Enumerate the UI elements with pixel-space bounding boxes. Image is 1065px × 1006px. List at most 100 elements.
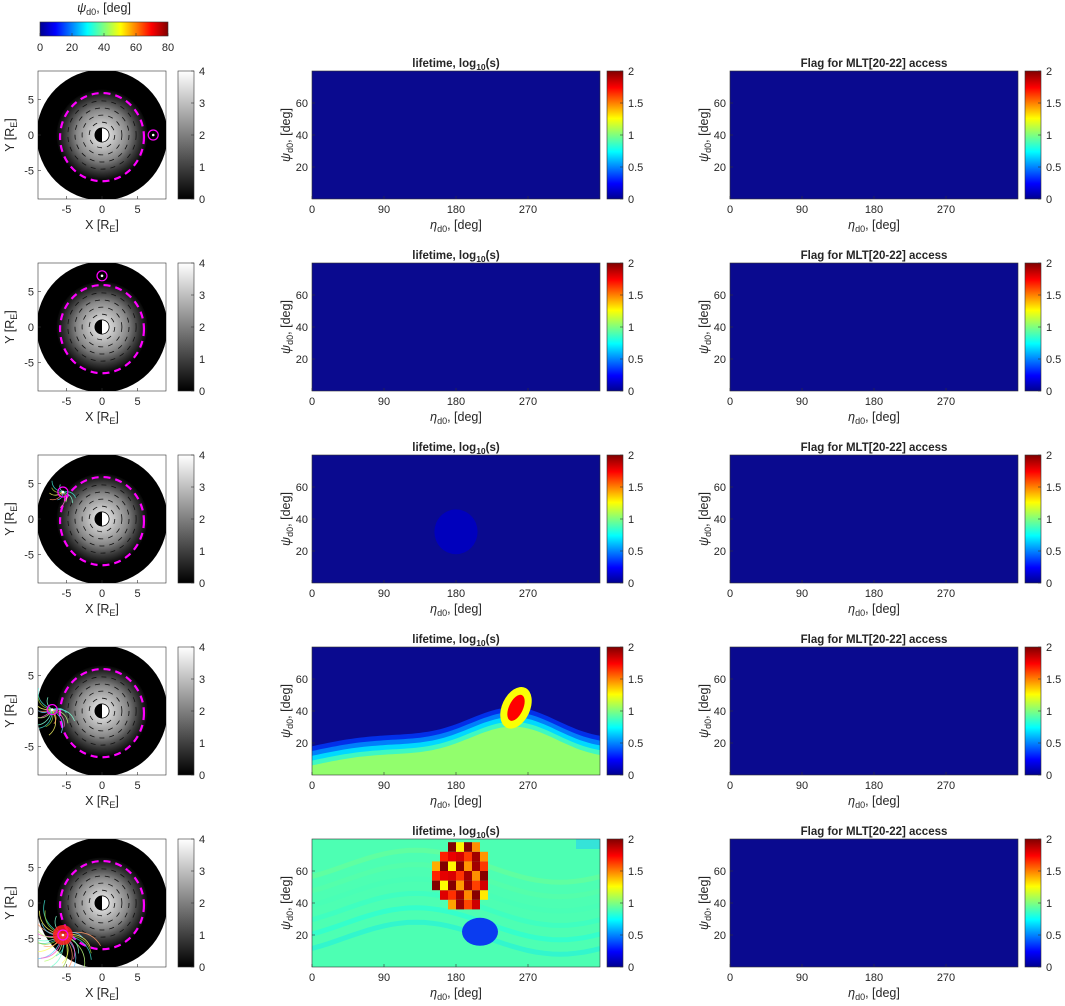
earth-night-side bbox=[94, 703, 102, 719]
contour bbox=[88, 889, 116, 917]
trajectory bbox=[38, 709, 53, 729]
x-tick-label: 90 bbox=[378, 780, 390, 792]
x-tick-label: -5 bbox=[62, 396, 72, 408]
heatmap-cell bbox=[472, 842, 480, 852]
colorbar-tick-label: 0 bbox=[628, 770, 634, 782]
heatmap-cell bbox=[456, 880, 464, 891]
x-axis-label: X [RE] bbox=[85, 986, 119, 1002]
colorbar-tick-label: 0.5 bbox=[628, 354, 643, 366]
y-tick-label: 40 bbox=[296, 706, 308, 718]
colorbar-tick-label: 3 bbox=[199, 674, 205, 686]
contour bbox=[81, 882, 123, 924]
top-colorbar-tick-label: 80 bbox=[162, 42, 174, 54]
x-axis-label: ηd0, [deg] bbox=[848, 794, 900, 810]
y-tick-label: 5 bbox=[28, 478, 34, 490]
x-tick-label: 270 bbox=[519, 204, 537, 216]
y-tick-label: 20 bbox=[714, 930, 726, 942]
y-axis-label: ψd0, [deg] bbox=[697, 300, 713, 354]
heatmap-cell bbox=[472, 861, 480, 871]
launch-marker bbox=[57, 486, 69, 498]
y-tick-label: 0 bbox=[28, 898, 34, 910]
heatmap-background bbox=[730, 647, 1018, 775]
flag-colorbar: 0 0.5 1 1.5 2 bbox=[1024, 834, 1061, 974]
heatmap-cell bbox=[480, 890, 488, 900]
colorbar-tick-label: 4 bbox=[199, 66, 205, 78]
y-axis-label: ψd0, [deg] bbox=[279, 876, 295, 930]
panel-row-4: -5 0 5 5 0 -5 X [RE] Y [RE] 0 1 2 3 4 lifetime, log10… bbox=[3, 634, 1061, 810]
flag-colorbar: 0 0.5 1 1.5 2 bbox=[1024, 642, 1061, 782]
x-tick-label: 270 bbox=[937, 972, 955, 984]
y-tick-label: 0 bbox=[28, 322, 34, 334]
heatmap-wave-band bbox=[312, 726, 600, 775]
heatmap-cell bbox=[480, 851, 488, 862]
launch-marker bbox=[57, 929, 69, 941]
heatmap-cell bbox=[456, 861, 464, 871]
colorbar-tick-label: 1 bbox=[1046, 706, 1052, 718]
launch-dot bbox=[61, 490, 65, 494]
x-tick-label: 270 bbox=[937, 204, 955, 216]
trajectory bbox=[49, 491, 64, 496]
colorbar-tick-label: 4 bbox=[199, 642, 205, 654]
x-axis-label: ηd0, [deg] bbox=[848, 410, 900, 426]
y-tick-label: 60 bbox=[296, 482, 308, 494]
trajectory bbox=[62, 491, 73, 504]
flag-colorbar: 0 0.5 1 1.5 2 bbox=[1024, 66, 1061, 206]
x-tick-label: -5 bbox=[62, 780, 72, 792]
x-tick-label: 270 bbox=[937, 396, 955, 408]
lifetime-title: lifetime, log10(s) bbox=[412, 58, 500, 72]
colorbar-tick-label: 2 bbox=[1046, 258, 1052, 270]
colorbar-tick-label: 1 bbox=[628, 322, 634, 334]
y-tick-label: 40 bbox=[296, 898, 308, 910]
y-tick-label: 40 bbox=[714, 898, 726, 910]
heatmap-cell bbox=[432, 861, 440, 871]
x-tick-label: 90 bbox=[378, 588, 390, 600]
colorbar-tick-label: 1.5 bbox=[1046, 866, 1061, 878]
x-tick-label: 0 bbox=[727, 780, 733, 792]
heatmap-blob bbox=[434, 509, 478, 555]
heatmap-cell bbox=[464, 899, 472, 910]
earth-map-panel: -5 0 5 5 0 -5 X [RE] Y [RE] 0 1 2 3 4 bbox=[3, 642, 205, 810]
y-tick-label: 40 bbox=[714, 130, 726, 142]
x-tick-label: 270 bbox=[519, 396, 537, 408]
flag-title: Flag for MLT[20-22] access bbox=[801, 442, 948, 454]
colorbar-tick-label: 1 bbox=[1046, 898, 1052, 910]
launch-dot bbox=[151, 133, 155, 137]
colorbar-tick-label: 1 bbox=[628, 898, 634, 910]
colorbar-tick-label: 1.5 bbox=[628, 674, 643, 686]
y-tick-label: 40 bbox=[714, 706, 726, 718]
trajectory bbox=[48, 709, 57, 736]
y-tick-label: 40 bbox=[714, 514, 726, 526]
x-tick-label: 0 bbox=[99, 780, 105, 792]
heatmap-cell bbox=[456, 890, 464, 900]
gray-colorbar: 0 1 2 3 4 bbox=[177, 258, 205, 398]
launch-marker bbox=[96, 270, 108, 282]
x-tick-label: 0 bbox=[727, 972, 733, 984]
heatmap-cell bbox=[448, 890, 456, 900]
x-tick-label: 5 bbox=[134, 204, 140, 216]
top-colorbar-tick-label: 60 bbox=[130, 42, 142, 54]
lifetime-colorbar: 0 0.5 1 1.5 2 bbox=[606, 258, 643, 398]
heatmap-edge bbox=[576, 839, 600, 849]
lifetime-title: lifetime, log10(s) bbox=[412, 634, 500, 648]
colorbar-tick-label: 0 bbox=[628, 578, 634, 590]
colorbar-tick-label: 1 bbox=[1046, 130, 1052, 142]
x-tick-label: 0 bbox=[727, 588, 733, 600]
colorbar-tick-label: 2 bbox=[1046, 642, 1052, 654]
x-tick-label: 270 bbox=[937, 588, 955, 600]
y-tick-label: 20 bbox=[714, 738, 726, 750]
heatmap-cell bbox=[448, 899, 456, 910]
contour bbox=[67, 868, 137, 938]
x-tick-label: 5 bbox=[134, 588, 140, 600]
colorbar-tick-label: 0 bbox=[199, 770, 205, 782]
trajectory bbox=[38, 709, 53, 713]
contour bbox=[67, 676, 137, 746]
heatmap-background bbox=[312, 71, 600, 199]
top-colorbar: ψd0, [deg] 0 20 40 60 80 bbox=[37, 1, 174, 54]
heatmap-cell bbox=[472, 899, 480, 910]
flag-title: Flag for MLT[20-22] access bbox=[801, 58, 948, 70]
contour bbox=[81, 306, 123, 348]
